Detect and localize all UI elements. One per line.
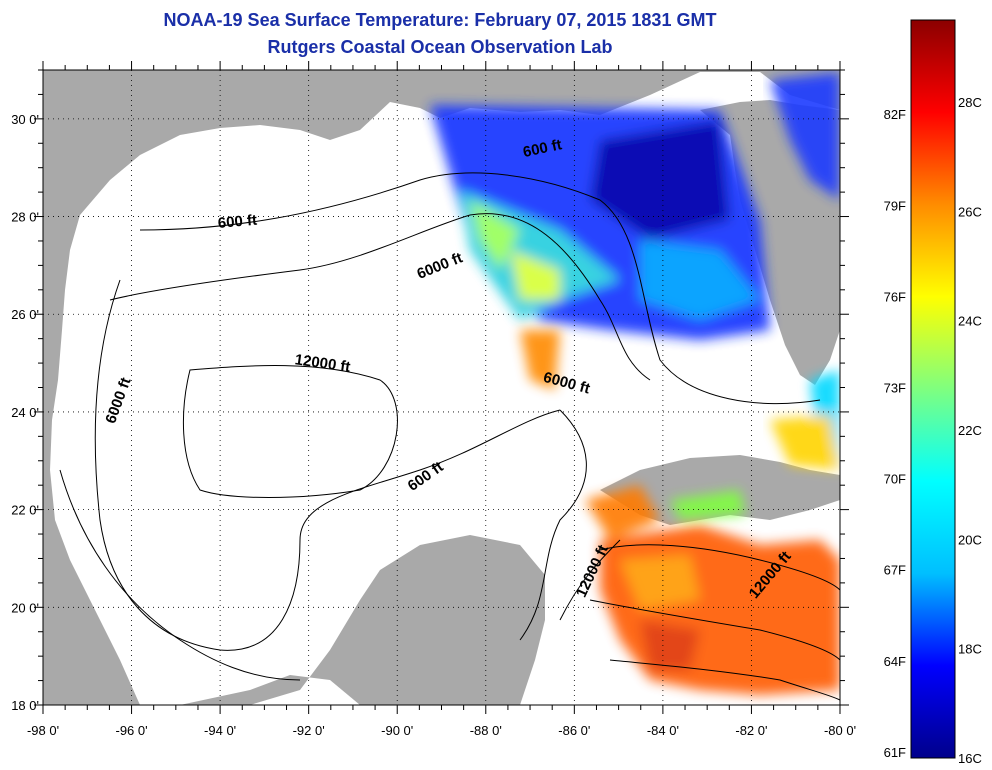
graticule — [43, 70, 840, 705]
colorbar-fahrenheit-label: 79F — [884, 198, 906, 213]
x-tick-label: -86 0' — [558, 723, 590, 738]
colorbar-celsius-label: 18C — [958, 642, 982, 657]
y-axis-labels: 18 0' 20 0' 22 0' 24 0' 26 0' 28 0' 30 0' — [11, 112, 39, 713]
land-florida — [700, 100, 840, 385]
colorbar-fahrenheit-label: 82F — [884, 107, 906, 122]
sst-swath-south — [520, 330, 840, 695]
colorbar-fahrenheit-label: 73F — [884, 380, 906, 395]
x-tick-label: -96 0' — [115, 723, 147, 738]
contour-label: 600 ft — [217, 212, 258, 232]
map-title: NOAA-19 Sea Surface Temperature: Februar… — [163, 10, 717, 30]
x-tick-label: -82 0' — [735, 723, 767, 738]
x-tick-label: -88 0' — [470, 723, 502, 738]
x-tick-label: -80 0' — [824, 723, 856, 738]
sst-swath-east — [770, 72, 840, 470]
colorbar-celsius-label: 26C — [958, 204, 982, 219]
y-tick-label: 30 0' — [11, 112, 39, 127]
colorbar-celsius-label: 28C — [958, 95, 982, 110]
y-tick-label: 24 0' — [11, 405, 39, 420]
colorbar-celsius-label: 20C — [958, 532, 982, 547]
colorbar-celsius-label: 22C — [958, 423, 982, 438]
sst-swath-north — [430, 105, 770, 340]
y-tick-label: 28 0' — [11, 210, 39, 225]
y-tick-label: 26 0' — [11, 307, 39, 322]
colorbar-fahrenheit-label: 76F — [884, 289, 906, 304]
temperature-colorbar: 61F 64F 67F 70F 73F 76F 79F 82F 16C 18C 20C 22C 24C… — [884, 19, 982, 766]
colorbar-fahrenheit-label: 61F — [884, 745, 906, 760]
colorbar-fahrenheit-label: 70F — [884, 472, 906, 487]
colorbar-fahrenheit-label: 64F — [884, 654, 906, 669]
x-tick-label: -92 0' — [293, 723, 325, 738]
colorbar-celsius-label: 24C — [958, 314, 982, 329]
x-tick-label: -90 0' — [381, 723, 413, 738]
colorbar-fahrenheit-label: 67F — [884, 563, 906, 578]
x-axis-labels: -98 0' -96 0' -94 0' -92 0' -90 0' -88 0' -86 … — [27, 723, 856, 738]
map-subtitle: Rutgers Coastal Ocean Observation Lab — [267, 37, 613, 57]
colorbar-gradient — [910, 19, 956, 759]
x-tick-label: -98 0' — [27, 723, 59, 738]
land-us-gulf-coast — [43, 70, 840, 705]
axis-ticks — [34, 61, 849, 714]
x-tick-label: -94 0' — [204, 723, 236, 738]
colorbar-celsius-labels: 16C 18C 20C 22C 24C 26C 28C — [958, 95, 982, 766]
colorbar-celsius-label: 16C — [958, 751, 982, 766]
bathymetry-contours — [59, 172, 840, 701]
land-cuba — [600, 455, 840, 525]
colorbar-fahrenheit-labels: 61F 64F 67F 70F 73F 76F 79F 82F — [884, 107, 906, 760]
y-tick-label: 22 0' — [11, 503, 39, 518]
x-tick-label: -84 0' — [647, 723, 679, 738]
y-tick-label: 20 0' — [11, 600, 39, 615]
y-tick-label: 18 0' — [11, 698, 39, 713]
land-yucatan — [180, 535, 545, 705]
